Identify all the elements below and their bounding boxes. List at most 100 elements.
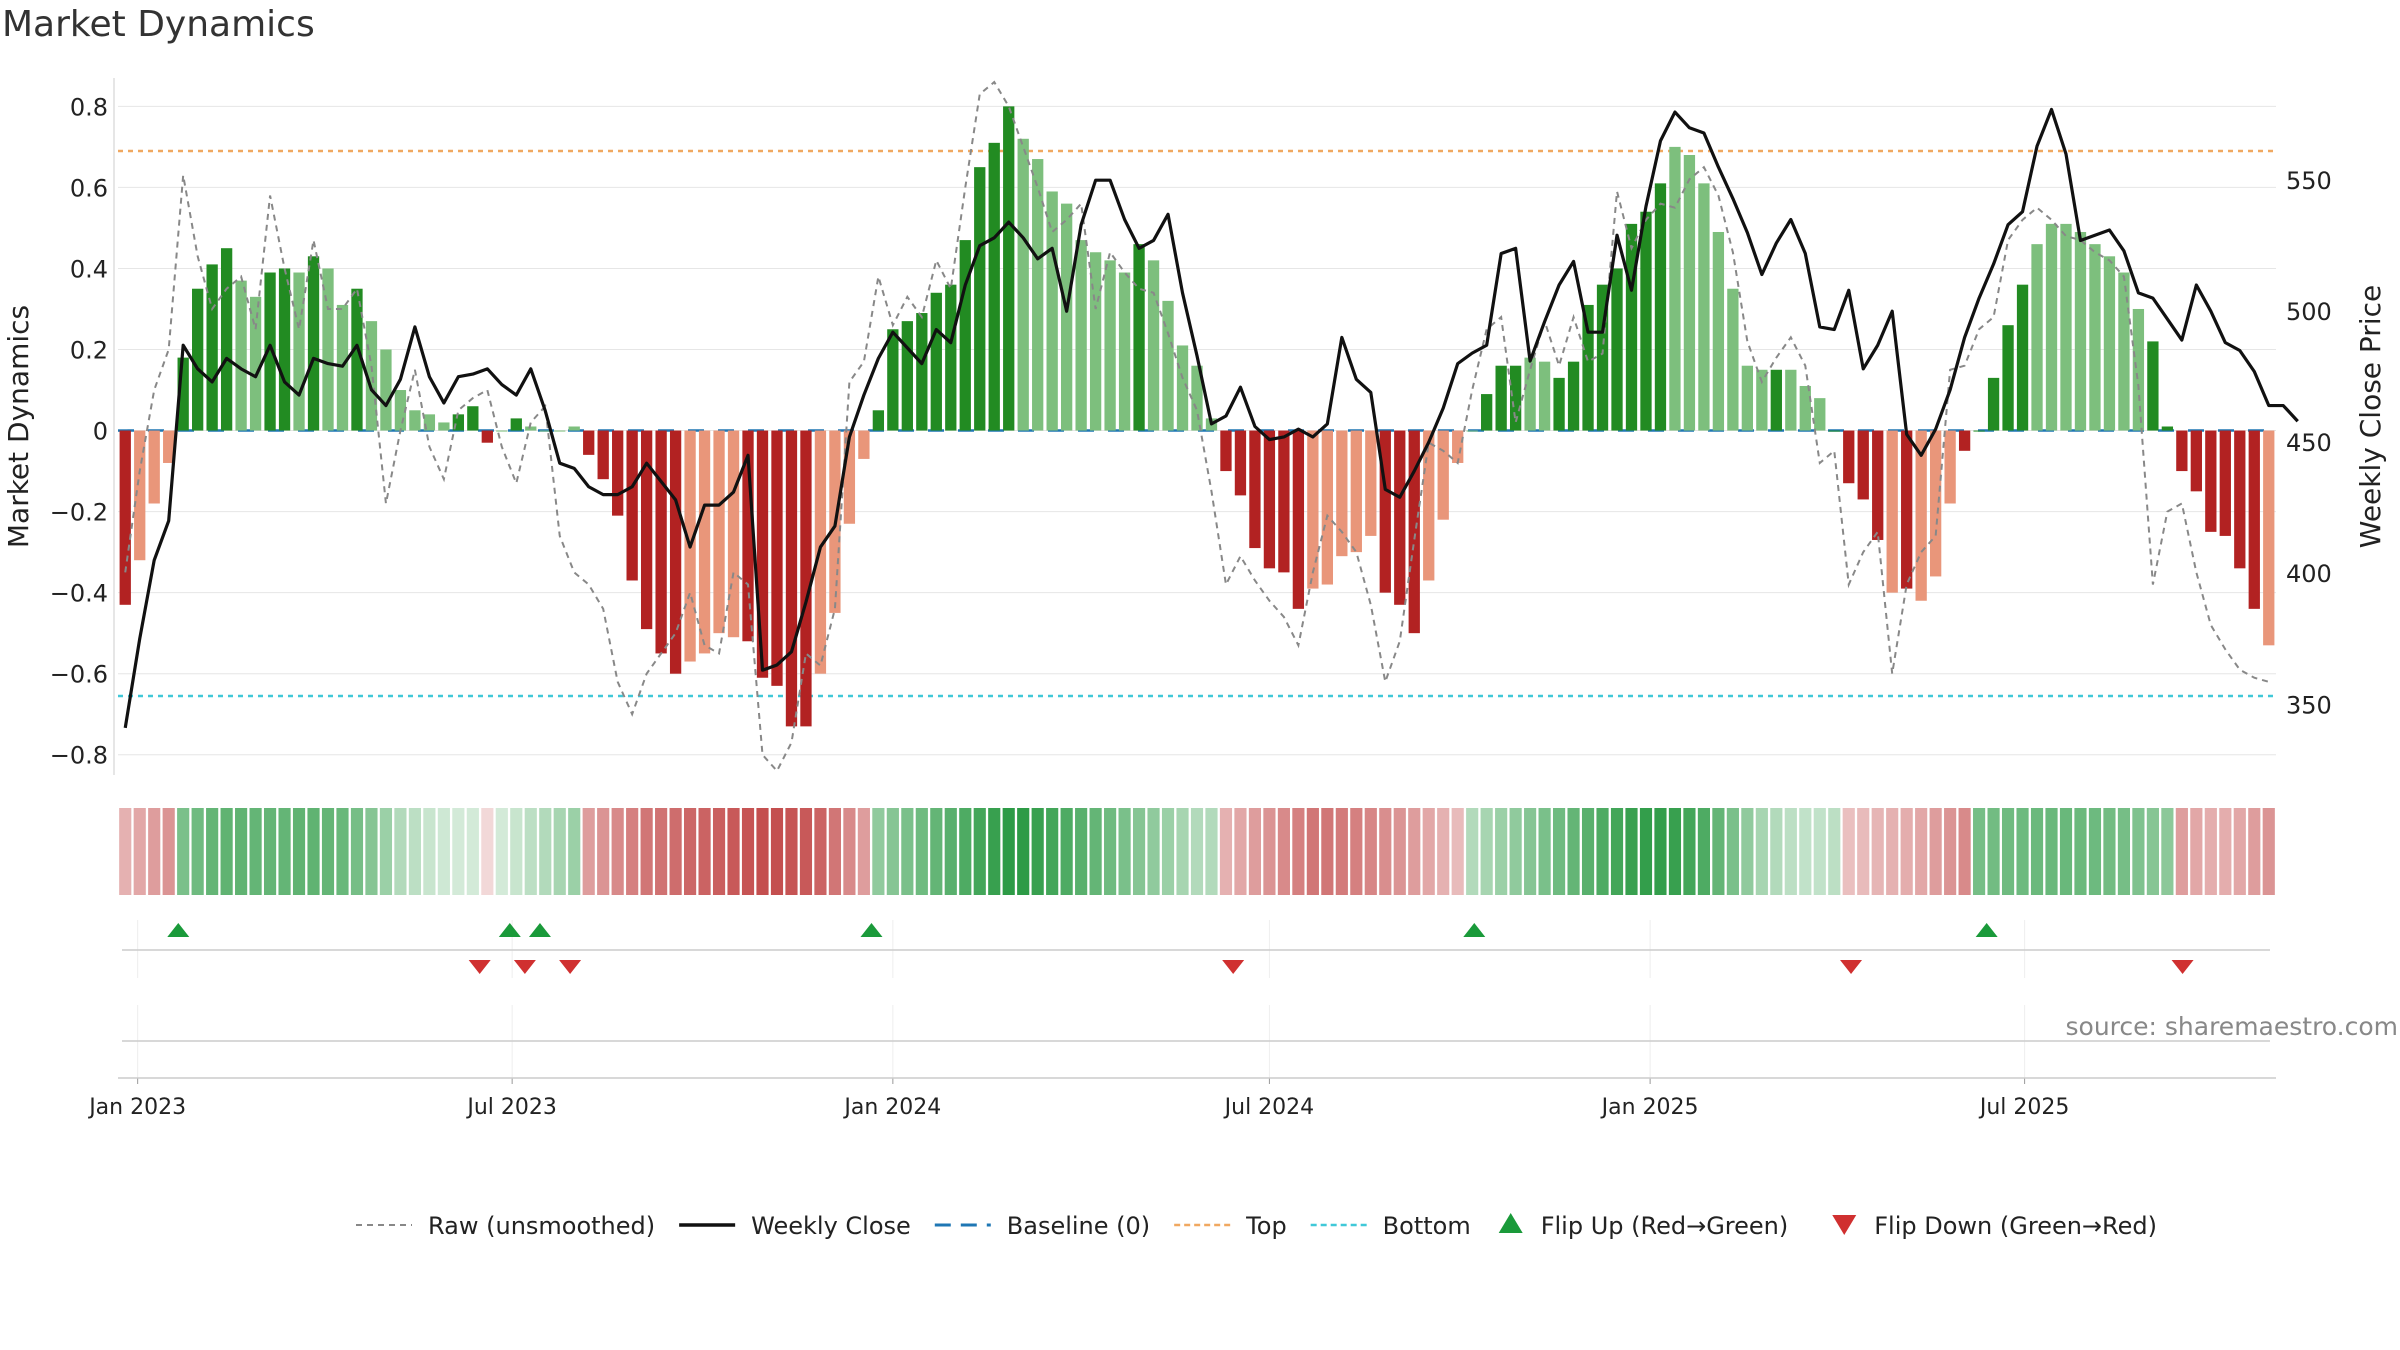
- regime-strip-cell: [1915, 808, 1928, 895]
- regime-strip-cell: [582, 808, 595, 895]
- dynamics-bar: [1712, 231, 1725, 431]
- regime-strip-cell: [1321, 808, 1334, 895]
- regime-strip-cell: [1495, 808, 1508, 895]
- dynamics-bar: [930, 292, 942, 431]
- regime-strip-cell: [2190, 808, 2203, 895]
- regime-strip-cell: [1234, 808, 1247, 895]
- legend-marker: [1832, 1215, 1857, 1235]
- dynamics-bar: [235, 280, 247, 431]
- regime-strip-cell: [1654, 808, 1667, 895]
- legend-label: Top: [1245, 1212, 1287, 1240]
- regime-strip-cell: [350, 808, 364, 895]
- dynamics-bar: [1249, 430, 1261, 549]
- regime-strip-cell: [1770, 808, 1783, 895]
- dynamics-bar: [293, 272, 305, 431]
- chart-title: Market Dynamics: [2, 4, 315, 45]
- dynamics-bar: [2045, 223, 2058, 431]
- dynamics-bar: [2176, 430, 2188, 472]
- dynamics-bar: [438, 422, 450, 431]
- dynamics-bar: [249, 296, 262, 431]
- dynamics-bar: [2263, 430, 2275, 646]
- dynamics-bar: [1553, 377, 1565, 431]
- dynamics-bar: [365, 321, 378, 431]
- regime-strip-cell: [1828, 808, 1841, 895]
- dynamics-bar: [1582, 304, 1594, 431]
- regime-strip-cell: [2146, 808, 2159, 895]
- dynamics-bar: [1596, 284, 1609, 431]
- regime-strip-cell: [2219, 808, 2232, 895]
- regime-strip-cell: [1944, 808, 1957, 895]
- dynamics-bar: [1437, 430, 1449, 520]
- dynamics-bar: [2002, 325, 2014, 431]
- dynamics-bar: [974, 167, 986, 431]
- dynamics-bar: [742, 430, 754, 642]
- legend-item: Baseline (0): [934, 1212, 1150, 1240]
- regime-strip-cell: [1089, 808, 1102, 895]
- dynamics-bar: [1814, 398, 1826, 431]
- y-left-tick-label: −0.8: [50, 742, 108, 770]
- dynamics-bar: [713, 430, 725, 634]
- dynamics-bar: [278, 268, 291, 431]
- legend-item: Top: [1174, 1212, 1287, 1240]
- regime-strip-cell: [684, 808, 697, 895]
- dynamics-bar: [192, 288, 204, 431]
- regime-strip-cell: [148, 808, 161, 895]
- regime-strip-cell: [321, 808, 335, 895]
- regime-strip-cell: [177, 808, 190, 895]
- dynamics-bar: [2147, 341, 2159, 431]
- regime-strip-cell: [1987, 808, 2000, 895]
- regime-strip-cell: [1567, 808, 1580, 895]
- regime-strip-cell: [1219, 808, 1233, 895]
- x-tick-label: Jul 2025: [1978, 1095, 2070, 1120]
- regime-strip-cell: [553, 808, 566, 895]
- regime-strip-cell: [799, 808, 813, 895]
- dynamics-bar: [1046, 191, 1058, 431]
- dynamics-bar: [916, 313, 928, 431]
- dynamics-bar: [626, 430, 638, 581]
- dynamics-bar: [1089, 252, 1102, 431]
- regime-strip-cell: [394, 808, 407, 895]
- dynamics-bar: [988, 142, 1000, 431]
- dynamics-bar: [2190, 430, 2202, 492]
- regime-strip-cell: [973, 808, 986, 895]
- dynamics-bar: [1133, 244, 1145, 431]
- regime-strip-cell: [1639, 808, 1653, 895]
- dynamics-bar: [322, 268, 334, 431]
- dynamics-bar: [1061, 203, 1073, 431]
- dynamics-bar: [568, 426, 580, 431]
- regime-strip-cell: [1176, 808, 1189, 895]
- regime-strip-cell: [2103, 808, 2116, 895]
- x-tick-label: Jan 2025: [1600, 1095, 1699, 1120]
- regime-strip-cell: [886, 808, 899, 895]
- legend-label: Weekly Close: [751, 1212, 911, 1240]
- regime-strip-cell: [597, 808, 610, 895]
- regime-strip-cell: [1437, 808, 1450, 895]
- regime-strip-cell: [1712, 808, 1725, 895]
- regime-strip-cell: [336, 808, 349, 895]
- y-right-axis-title: Weekly Close Price: [2354, 285, 2387, 548]
- legend-label: Bottom: [1383, 1212, 1471, 1240]
- dynamics-bar: [1365, 430, 1377, 536]
- series-lines: [123, 80, 2299, 773]
- regime-strip-cell: [133, 808, 146, 895]
- dynamics-bar: [2016, 284, 2029, 431]
- dynamics-bar: [872, 410, 885, 431]
- regime-strip-cell: [930, 808, 943, 895]
- regime-strip-cell: [1248, 808, 1262, 895]
- regime-strip-cell: [1900, 808, 1913, 895]
- dynamics-bar: [1785, 369, 1797, 431]
- y-left-tick-label: 0.6: [70, 174, 108, 202]
- regime-strip-cell: [843, 808, 856, 895]
- regime-strip-cell: [901, 808, 914, 895]
- regime-strip-cell: [1118, 808, 1131, 895]
- regime-strip-cell: [626, 808, 639, 895]
- flip-down-marker: [468, 960, 491, 974]
- dynamics-bar: [1944, 430, 1956, 504]
- y-left-tick-label: 0: [93, 418, 108, 446]
- legend-item: Raw (unsmoothed): [356, 1212, 655, 1240]
- regime-strip-cell: [249, 808, 262, 895]
- dynamics-bar: [496, 430, 508, 432]
- y-left-tick-label: 0.2: [70, 337, 108, 365]
- y-right-tick-label: 550: [2286, 167, 2332, 195]
- regime-strip-cell: [770, 808, 784, 895]
